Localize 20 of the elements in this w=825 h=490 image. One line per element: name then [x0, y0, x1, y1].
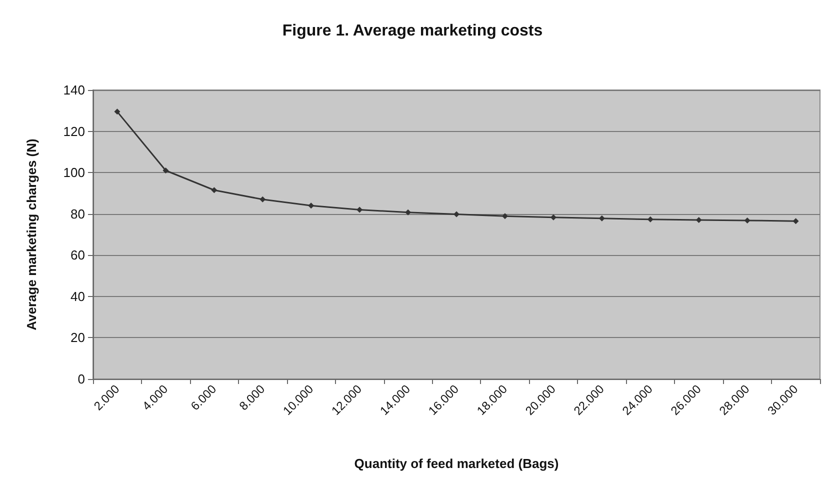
point [162, 168, 169, 174]
point [356, 206, 363, 213]
y-axis-title: Average marketing charges (N) [24, 138, 39, 330]
point [792, 218, 799, 224]
chart-title: Figure 1. Average marketing costs [282, 22, 543, 40]
point [114, 108, 120, 115]
y-tick-label: 60 [70, 248, 85, 263]
y-tick-label: 40 [70, 288, 85, 304]
point [744, 217, 750, 224]
y-tick-label: 100 [63, 165, 85, 180]
point [211, 187, 218, 194]
y-tick-label: 120 [63, 124, 85, 139]
y-tick-label: 80 [70, 206, 85, 222]
point [308, 202, 314, 209]
point [260, 196, 266, 202]
y-tick-label: 140 [63, 82, 85, 98]
x-axis-title: Quantity of feed marketed (Bags) [354, 456, 559, 471]
y-tick-label: 0 [78, 372, 85, 386]
point [454, 211, 460, 218]
y-tick-label: 20 [70, 330, 85, 346]
